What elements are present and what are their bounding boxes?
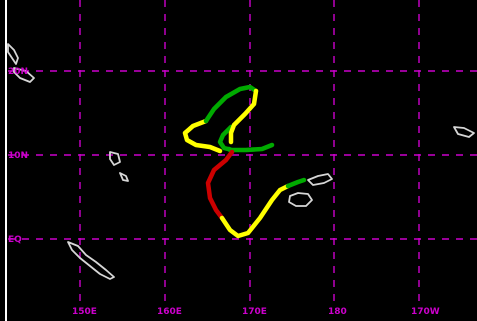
graticule [8,0,477,305]
lat-label-10n: 10N [8,151,28,161]
track-segment-storm-south [219,183,291,239]
lon-label-180: 180 [328,307,347,317]
track-segment-storm-north-loop [182,118,223,154]
lon-label-150e: 150E [72,307,97,317]
island-small-west [109,151,121,166]
axis-labels: 150E 160E 170E 180 170W 20N 10N EQ [8,67,440,317]
track-segment-depression-east [285,177,307,189]
island-southwest-chain [67,241,115,280]
lat-label-20n: 20N [8,67,28,77]
island-northwest [7,43,19,65]
lon-label-170w: 170W [411,307,440,317]
track-segment-depression-loop-top [203,84,259,124]
island-center-east [288,192,313,207]
islet-west [119,172,129,182]
lon-label-160e: 160E [157,307,182,317]
track-segment-depression-north [217,124,275,153]
storm-track [182,84,307,239]
lon-label-170e: 170E [242,307,267,317]
island-east-pair [307,173,333,186]
coastlines [7,43,475,280]
track-segment-typhoon [205,149,235,221]
island-far-east [453,126,475,138]
island-west-upper [13,67,35,83]
track-segment-storm-loop-east [228,88,259,145]
lat-label-eq: EQ [8,235,22,245]
